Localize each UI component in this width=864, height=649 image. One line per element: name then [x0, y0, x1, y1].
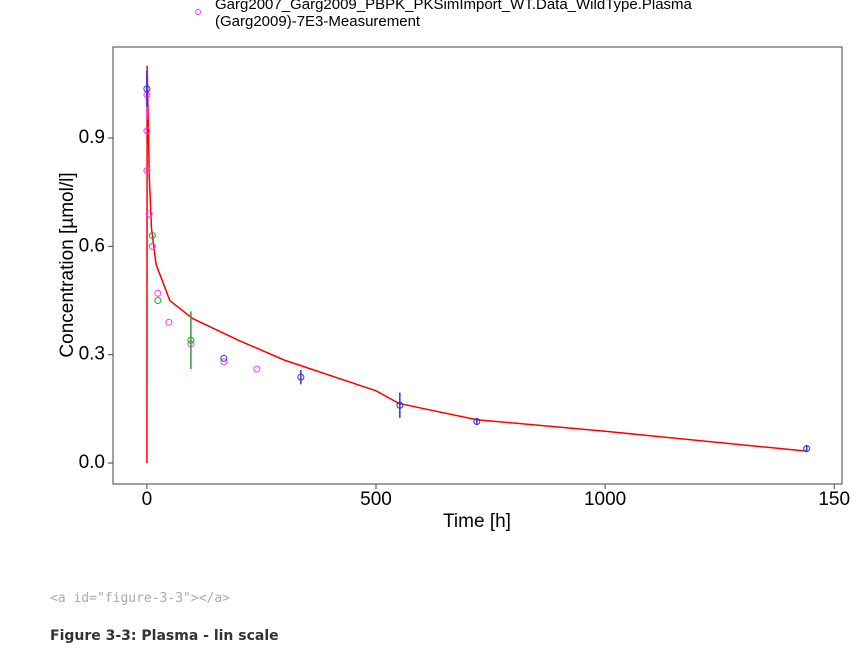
- data-point: [154, 289, 162, 297]
- data-point: [803, 445, 811, 453]
- legend-text: Garg2007_Garg2009_PBPK_PKSimImport_WT.Da…: [215, 0, 693, 13]
- x-axis-label: Time [h]: [443, 511, 511, 532]
- data-point: [187, 336, 195, 344]
- data-point: [143, 85, 151, 93]
- y-tick-label: 0.0: [79, 452, 105, 473]
- data-point: [148, 242, 156, 250]
- data-point: [165, 318, 173, 326]
- y-tick-label: 0.3: [79, 344, 105, 365]
- data-point: [253, 365, 261, 373]
- simulation-line: [146, 65, 807, 464]
- chart: Garg2007_Garg2009_PBPK_PKSimImport_WT.Da…: [57, 0, 850, 532]
- x-tick-label: 1000: [584, 489, 626, 510]
- legend-text: (Garg2009)-7E3-Measurement: [215, 13, 421, 30]
- x-tick-label: 150: [818, 489, 850, 510]
- data-point: [148, 232, 156, 240]
- data-point: [297, 373, 305, 381]
- data-point: [143, 167, 151, 175]
- data-point: [145, 210, 153, 218]
- figure-caption: Figure 3-3: Plasma - lin scale: [50, 628, 279, 644]
- data-point: [220, 354, 228, 362]
- data-point: [220, 358, 228, 366]
- data-point: [396, 401, 404, 409]
- data-point: [154, 297, 162, 305]
- data-point: [473, 418, 481, 426]
- y-tick-label: 0.9: [79, 127, 105, 148]
- data-point: [143, 127, 151, 135]
- x-tick-label: 0: [142, 489, 153, 510]
- y-axis-label: Concentration [µmol/l]: [57, 172, 78, 357]
- x-tick-label: 500: [360, 489, 392, 510]
- plot-frame: [112, 46, 843, 485]
- y-tick-label: 0.6: [79, 235, 105, 256]
- anchor-code: <a id="figure-3-3"></a>: [50, 591, 231, 606]
- legend-marker: [195, 9, 201, 15]
